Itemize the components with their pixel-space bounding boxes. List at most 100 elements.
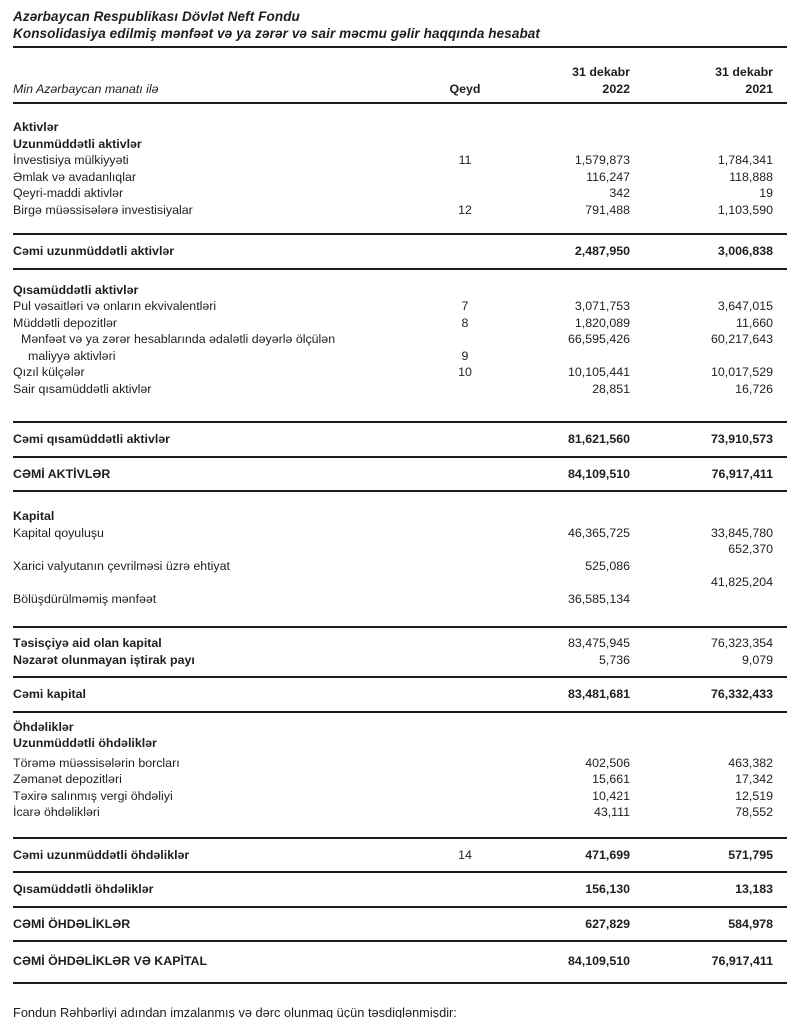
table-row: Müddətli depozitlər 8 1,820,089 11,660 — [13, 315, 787, 332]
total-row: CƏMİ AKTİVLƏR 84,109,510 76,917,411 — [13, 458, 787, 491]
spacer — [13, 218, 787, 233]
value-2022-cell: 43,111 — [593, 805, 630, 819]
row-label: Kapital qoyuluşu — [13, 525, 104, 540]
note-cell — [433, 381, 497, 398]
value-2022-cell: 3,071,753 — [574, 299, 630, 313]
section-row: Kapital — [13, 508, 787, 525]
total-row: Cəmi uzunmüddətli öhdəliklər 14 471,699 571… — [13, 839, 787, 872]
value-2021-cell: 10,017,529 — [710, 365, 773, 379]
row-label: CƏMİ AKTİVLƏR — [13, 466, 111, 481]
total-row: Cəmi uzunmüddətli aktivlər 2,487,950 3,006… — [13, 235, 787, 268]
row-label: Mənfəət və ya zərər hesablarında ədalətl… — [21, 332, 336, 346]
value-2021-cell — [630, 348, 773, 365]
note-cell — [433, 243, 497, 260]
column-header-2022-year: 2022 — [602, 81, 630, 96]
section-row: Aktivlər — [13, 119, 787, 136]
value-2022-cell — [497, 574, 630, 591]
note-cell — [433, 282, 497, 299]
row-label: Qızıl külçələr — [13, 365, 85, 379]
total-row: CƏMİ ÖHDƏLİKLƏR VƏ KAPİTAL 84,109,510 76,9… — [13, 942, 787, 982]
spacer — [13, 492, 787, 508]
total-row: Cəmi qısamüddətli aktivlər 81,621,560 73,9… — [13, 423, 787, 456]
section-row: Uzunmüddətli öhdəliklər — [13, 735, 787, 752]
value-2021-cell: 19 — [759, 186, 773, 200]
total-row: Cəmi kapital 83,481,681 76,332,433 — [13, 678, 787, 711]
horizontal-rule — [13, 836, 787, 839]
horizontal-rule — [13, 455, 787, 458]
note-cell: 7 — [461, 299, 469, 313]
note-cell: 11 — [458, 153, 472, 167]
row-label: Uzunmüddətli öhdəliklər — [13, 736, 157, 750]
note-cell — [433, 735, 497, 752]
note-cell — [433, 953, 497, 970]
column-header-2021: 31 dekabr 2021 — [630, 64, 773, 97]
value-2021-cell — [630, 719, 773, 736]
value-2022-cell — [497, 119, 630, 136]
row-label: Cəmi qısamüddətli aktivlər — [13, 432, 171, 446]
value-2021-cell: 13,183 — [735, 882, 773, 896]
value-2022-cell — [497, 719, 630, 736]
value-2021-cell — [630, 136, 773, 153]
row-label: Öhdəliklər — [13, 719, 74, 734]
value-2021-cell — [630, 591, 773, 608]
spacer — [13, 270, 787, 282]
row-label: Cəmi uzunmüddətli aktivlər — [13, 244, 175, 258]
table-row: 652,370 — [13, 541, 787, 558]
column-header-row: Min Azərbaycan manatı ilə Qeyd 31 dekabr… — [13, 64, 787, 97]
note-cell — [433, 574, 497, 591]
value-2021-cell — [630, 282, 773, 299]
value-2022-cell — [497, 541, 630, 558]
note-cell — [433, 119, 497, 136]
value-2022-cell: 83,475,945 — [567, 636, 630, 650]
value-2022-cell: 46,365,725 — [567, 525, 630, 540]
column-header-2022-date: 31 dekabr — [572, 65, 630, 79]
spacer — [13, 607, 787, 626]
row-label: CƏMİ ÖHDƏLİKLƏR VƏ KAPİTAL — [13, 954, 208, 968]
value-2022-cell: 15,661 — [592, 772, 630, 786]
section-row: Uzunmüddətli aktivlər — [13, 136, 787, 153]
note-cell — [433, 652, 497, 669]
note-cell — [433, 431, 497, 448]
table-row: Pul vəsaitləri və onların ekvivalentləri… — [13, 298, 787, 315]
note-cell: 14 — [458, 847, 472, 862]
value-2021-cell — [630, 508, 773, 525]
value-2021-cell: 76,323,354 — [710, 636, 773, 650]
statement-body: Aktivlər Uzunmüddətli aktivlər İnvestisiya… — [13, 104, 787, 1004]
row-label: Birgə müəssisələrə investisiyalar — [13, 202, 193, 217]
horizontal-rule — [13, 905, 787, 908]
table-row: Birgə müəssisələrə investisiyalar 12 791,4… — [13, 202, 787, 219]
row-label: Qeyri-maddi aktivlər — [13, 186, 124, 200]
value-2022-cell — [497, 735, 630, 752]
value-2022-cell: 2,487,950 — [574, 244, 630, 258]
column-header-note: Qeyd — [449, 81, 481, 96]
value-2021-cell: 571,795 — [728, 847, 773, 862]
total-row: CƏMİ ÖHDƏLİKLƏR 627,829 584,978 — [13, 908, 787, 941]
row-label: Təxirə salınmış vergi öhdəliyi — [13, 788, 173, 803]
value-2021-cell: 33,845,780 — [710, 525, 773, 540]
table-row: Sair qısamüddətli aktivlər 28,851 16,726 — [13, 381, 787, 398]
value-2021-cell: 76,917,411 — [711, 954, 773, 968]
table-row: Bölüşdürülməmiş mənfəət 36,585,134 — [13, 591, 787, 608]
value-2022-cell: 81,621,560 — [567, 432, 630, 446]
note-cell — [433, 508, 497, 525]
value-2022-cell: 1,820,089 — [574, 315, 630, 330]
document-title-line2: Konsolidasiya edilmiş mənfəət və ya zərə… — [13, 26, 541, 41]
row-label: Cəmi uzunmüddətli öhdəliklər — [13, 847, 190, 862]
note-cell — [433, 466, 497, 483]
value-2022-cell: 5,736 — [598, 652, 630, 667]
value-2022-cell: 116,247 — [586, 169, 630, 184]
value-2021-cell: 12,519 — [735, 788, 773, 803]
row-label: Törəmə müəssisələrin borcları — [13, 755, 180, 770]
value-2022-cell — [497, 282, 630, 299]
note-cell — [433, 686, 497, 703]
row-label: Qısamüddətli aktivlər — [13, 282, 139, 297]
value-2022-cell — [497, 136, 630, 153]
value-2021-cell: 73,910,573 — [710, 432, 773, 446]
row-label — [13, 574, 433, 591]
note-cell — [433, 771, 497, 788]
value-2021-cell: 9,079 — [741, 652, 773, 667]
column-header-units: Min Azərbaycan manatı ilə — [13, 81, 159, 96]
spacer — [13, 397, 787, 421]
note-cell — [433, 136, 497, 153]
horizontal-rule — [13, 233, 787, 235]
